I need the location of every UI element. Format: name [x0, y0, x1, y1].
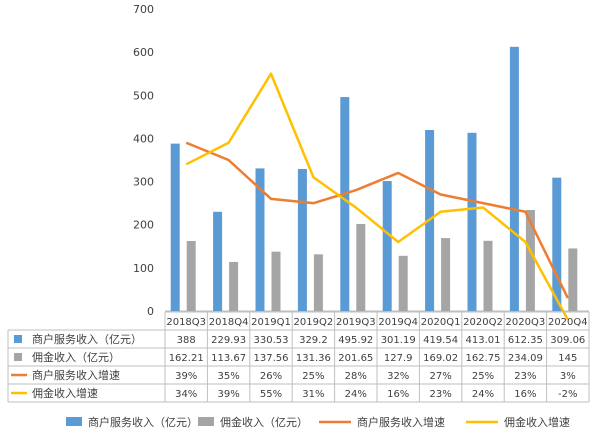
x-tick-label-2020Q1: 2020Q1 [421, 317, 461, 328]
data-label-3-2019Q1: 55% [260, 389, 282, 400]
y-tick-label-2: 200 [133, 219, 154, 232]
bar-commission-2019Q2 [313, 254, 323, 311]
x-tick-label-2019Q1: 2019Q1 [251, 317, 291, 328]
y-tick-label-6: 600 [133, 46, 154, 59]
bar-merchant-2020Q2 [467, 132, 477, 311]
table-series-name-3: 佣金收入增速 [32, 386, 98, 400]
data-label-2-2018Q3: 39% [175, 371, 197, 382]
data-label-0-2019Q1: 330.53 [254, 335, 289, 346]
data-label-0-2019Q3: 495.92 [338, 335, 373, 346]
bar-merchant-2020Q4 [552, 177, 562, 311]
table-series-name-0: 商户服务收入（亿元） [32, 332, 142, 346]
legend-label-1: 佣金收入（亿元） [220, 415, 308, 429]
legend-swatch-1 [198, 417, 214, 426]
y-tick-label-1: 100 [133, 262, 154, 275]
data-label-3-2020Q3: 16% [514, 389, 536, 400]
y-tick-label-5: 500 [133, 89, 154, 102]
data-label-1-2019Q3: 201.65 [338, 353, 373, 364]
data-label-0-2020Q2: 413.01 [466, 335, 501, 346]
data-label-0-2019Q2: 329.2 [299, 335, 328, 346]
data-label-1-2019Q4: 127.9 [384, 353, 413, 364]
data-label-1-2020Q3: 234.09 [508, 353, 543, 364]
data-label-2-2020Q1: 27% [429, 371, 451, 382]
data-label-3-2019Q3: 24% [345, 389, 367, 400]
table-key-0 [14, 335, 22, 343]
legend-label-3: 佣金收入增速 [504, 415, 570, 429]
line-commission-growth [185, 72, 569, 321]
data-label-3-2020Q2: 24% [472, 389, 494, 400]
data-label-1-2020Q4: 145 [558, 353, 577, 364]
bar-merchant-2019Q1 [255, 168, 265, 311]
data-label-0-2019Q4: 301.19 [381, 335, 416, 346]
data-label-2-2019Q1: 26% [260, 371, 282, 382]
x-tick-label-2018Q3: 2018Q3 [166, 317, 206, 328]
bar-commission-2019Q1 [271, 251, 281, 311]
bar-merchant-2019Q3 [340, 97, 350, 311]
bar-merchant-2018Q3 [170, 143, 180, 311]
legend-label-2: 商户服务收入增速 [357, 415, 445, 429]
data-label-1-2018Q4: 113.67 [211, 353, 246, 364]
data-label-0-2020Q4: 309.06 [550, 335, 585, 346]
data-label-3-2018Q3: 34% [175, 389, 197, 400]
bar-commission-2020Q4 [568, 248, 578, 311]
y-tick-label-0: 0 [147, 305, 154, 318]
y-tick-label-4: 400 [133, 132, 154, 145]
data-label-3-2020Q4: -2% [558, 389, 577, 400]
data-label-0-2018Q4: 229.93 [211, 335, 246, 346]
data-label-2-2020Q2: 25% [472, 371, 494, 382]
data-label-2-2020Q4: 3% [560, 371, 576, 382]
data-label-2-2018Q4: 35% [217, 371, 239, 382]
data-label-0-2018Q3: 388 [177, 335, 196, 346]
bar-merchant-2020Q3 [509, 46, 519, 312]
x-tick-label-2019Q4: 2019Q4 [378, 317, 418, 328]
x-tick-label-2020Q4: 2020Q4 [548, 317, 588, 328]
table-key-1 [14, 353, 22, 361]
data-label-3-2018Q4: 39% [217, 389, 239, 400]
table-series-name-2: 商户服务收入增速 [32, 368, 120, 382]
legend-swatch-0 [66, 417, 82, 426]
x-tick-label-2018Q4: 2018Q4 [209, 317, 249, 328]
legend-label-0: 商户服务收入（亿元） [88, 415, 198, 429]
x-tick-label-2020Q2: 2020Q2 [463, 317, 503, 328]
data-label-1-2020Q2: 162.75 [466, 353, 501, 364]
bar-commission-2019Q3 [356, 224, 366, 311]
data-label-1-2019Q1: 137.56 [254, 353, 289, 364]
data-label-1-2019Q2: 131.36 [296, 353, 331, 364]
x-tick-label-2020Q3: 2020Q3 [506, 317, 546, 328]
bar-commission-2020Q1 [441, 238, 451, 311]
x-tick-label-2019Q3: 2019Q3 [336, 317, 376, 328]
data-label-2-2019Q3: 28% [345, 371, 367, 382]
bar-commission-2020Q3 [525, 210, 535, 311]
data-label-1-2018Q3: 162.21 [169, 353, 204, 364]
data-label-1-2020Q1: 169.02 [423, 353, 458, 364]
data-label-2-2020Q3: 23% [514, 371, 536, 382]
data-label-0-2020Q3: 612.35 [508, 335, 543, 346]
line-merchant-growth [185, 141, 569, 299]
data-label-2-2019Q4: 32% [387, 371, 409, 382]
bar-commission-2018Q3 [186, 241, 196, 311]
y-tick-label-3: 300 [133, 176, 154, 189]
bar-merchant-2019Q4 [382, 181, 392, 311]
table-series-name-1: 佣金收入（亿元） [32, 350, 120, 364]
x-tick-label-2019Q2: 2019Q2 [294, 317, 334, 328]
data-label-3-2019Q2: 31% [302, 389, 324, 400]
bar-merchant-2019Q2 [297, 168, 307, 311]
bar-commission-2018Q4 [229, 261, 239, 311]
y-tick-label-7: 700 [133, 3, 154, 16]
bar-commission-2019Q4 [398, 255, 408, 311]
bar-commission-2020Q2 [483, 240, 493, 311]
data-label-0-2020Q1: 419.54 [423, 335, 458, 346]
data-label-3-2020Q1: 23% [429, 389, 451, 400]
data-label-2-2019Q2: 25% [302, 371, 324, 382]
bar-merchant-2018Q4 [213, 211, 223, 311]
data-label-3-2019Q4: 16% [387, 389, 409, 400]
